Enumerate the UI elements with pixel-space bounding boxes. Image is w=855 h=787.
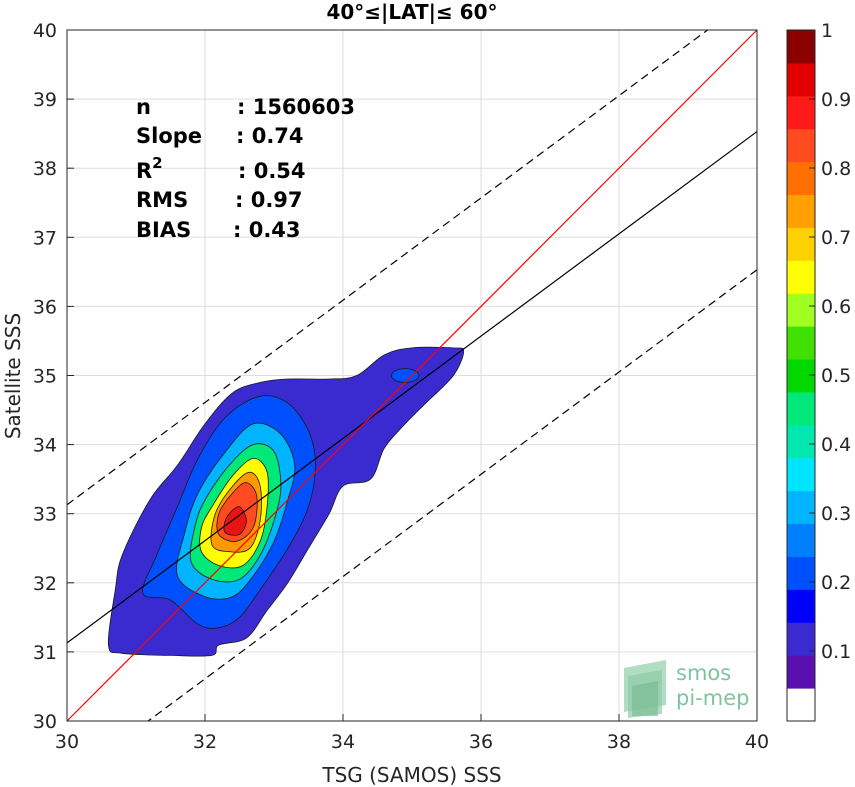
colorbar-tick-label: 1 bbox=[821, 20, 833, 42]
reference-lines bbox=[66, 29, 758, 722]
colorbar-tick-label: 0.1 bbox=[821, 641, 851, 663]
colorbar-swatch bbox=[787, 161, 815, 196]
y-tick-label: 33 bbox=[33, 504, 57, 526]
colorbar-tick-label: 0.3 bbox=[821, 503, 851, 525]
y-tick-label: 35 bbox=[33, 366, 57, 388]
x-tick-label: 30 bbox=[55, 731, 79, 753]
lower-bound-dashed-line bbox=[147, 269, 758, 722]
colorbar-swatch bbox=[787, 227, 815, 261]
colorbar-ticks: 0.1 0.2 0.3 0.4 0.5 0.6 0.7 0.8 0.9 1 bbox=[809, 20, 851, 663]
logo-mark-icon bbox=[624, 660, 666, 718]
colorbar-swatch bbox=[787, 30, 815, 64]
colorbar-swatch bbox=[787, 62, 815, 97]
colorbar-swatch bbox=[787, 95, 815, 130]
y-tick-label: 38 bbox=[33, 158, 57, 180]
colorbar-tick-label: 0.4 bbox=[821, 434, 851, 456]
chart-title: 40°≤|LAT|≤ 60° bbox=[326, 0, 497, 24]
stat-label: RMS bbox=[136, 188, 188, 212]
stat-label: BIAS bbox=[136, 218, 191, 242]
colorbar bbox=[786, 29, 816, 722]
y-tick-label: 36 bbox=[33, 296, 57, 318]
colorbar-swatch bbox=[787, 622, 815, 656]
colorbar-swatch bbox=[787, 391, 815, 426]
colorbar-tick-label: 0.5 bbox=[821, 365, 851, 387]
x-tick-label: 32 bbox=[193, 731, 217, 753]
identity-line bbox=[66, 29, 758, 722]
colorbar-tick-label: 0.6 bbox=[821, 296, 851, 318]
upper-bound-dashed-line bbox=[66, 29, 708, 506]
stat-value: : 0.74 bbox=[236, 124, 304, 148]
colorbar-tick-label: 0.8 bbox=[821, 158, 851, 180]
colorbar-swatch bbox=[787, 523, 815, 557]
stat-value: : 0.97 bbox=[235, 188, 303, 212]
y-tick-label: 31 bbox=[33, 642, 57, 664]
stat-label: n bbox=[136, 95, 151, 119]
colorbar-swatch bbox=[787, 556, 815, 590]
colorbar-swatch bbox=[787, 688, 815, 722]
colorbar-swatch bbox=[787, 128, 815, 163]
stat-superscript: 2 bbox=[152, 154, 162, 172]
logo-line-2: pi-mep bbox=[676, 686, 749, 710]
colorbar-tick-label: 0.7 bbox=[821, 227, 851, 249]
regression-fit-line bbox=[66, 131, 758, 644]
colorbar-swatch bbox=[787, 424, 815, 459]
y-tick-label: 39 bbox=[33, 89, 57, 111]
y-tick-label: 37 bbox=[33, 227, 57, 249]
smos-pimep-logo: smos pi-mep bbox=[624, 660, 749, 718]
stat-value: : 0.54 bbox=[238, 159, 306, 183]
colorbar-swatch bbox=[787, 326, 815, 360]
colorbar-swatch bbox=[787, 655, 815, 689]
colorbar-swatch bbox=[787, 490, 815, 525]
stat-value: : 1560603 bbox=[237, 95, 355, 119]
y-axis-ticks: 30 31 32 33 34 35 36 37 38 39 40 bbox=[33, 20, 74, 733]
statistics-panel: n : 1560603 Slope : 0.74 R2 : 0.54 RMS : 0.97 BI… bbox=[136, 95, 355, 242]
x-tick-label: 38 bbox=[607, 731, 631, 753]
stat-label: Slope bbox=[136, 124, 202, 148]
y-tick-label: 32 bbox=[33, 573, 57, 595]
colorbar-swatch bbox=[787, 589, 815, 623]
y-tick-label: 34 bbox=[33, 435, 57, 457]
x-tick-label: 34 bbox=[331, 731, 355, 753]
colorbar-tick-label: 0.9 bbox=[821, 89, 851, 111]
x-tick-label: 36 bbox=[469, 731, 493, 753]
x-axis-label: TSG (SAMOS) SSS bbox=[321, 763, 501, 787]
small-contour bbox=[390, 368, 420, 383]
y-tick-label: 30 bbox=[33, 711, 57, 733]
x-axis-ticks: 30 32 34 36 38 40 bbox=[55, 714, 769, 753]
colorbar-swatch bbox=[787, 293, 815, 327]
colorbar-swatch bbox=[787, 359, 815, 393]
stat-value: : 0.43 bbox=[233, 218, 301, 242]
y-tick-label: 40 bbox=[33, 20, 57, 42]
colorbar-swatch bbox=[787, 194, 815, 228]
logo-line-1: smos bbox=[676, 661, 731, 685]
y-axis-label: Satellite SSS bbox=[1, 313, 25, 439]
x-tick-label: 40 bbox=[745, 731, 769, 753]
density-contours bbox=[107, 346, 465, 657]
colorbar-swatch bbox=[787, 260, 815, 294]
colorbar-tick-label: 0.2 bbox=[821, 572, 851, 594]
colorbar-swatch bbox=[787, 457, 815, 492]
stat-label: R2 bbox=[136, 154, 163, 183]
